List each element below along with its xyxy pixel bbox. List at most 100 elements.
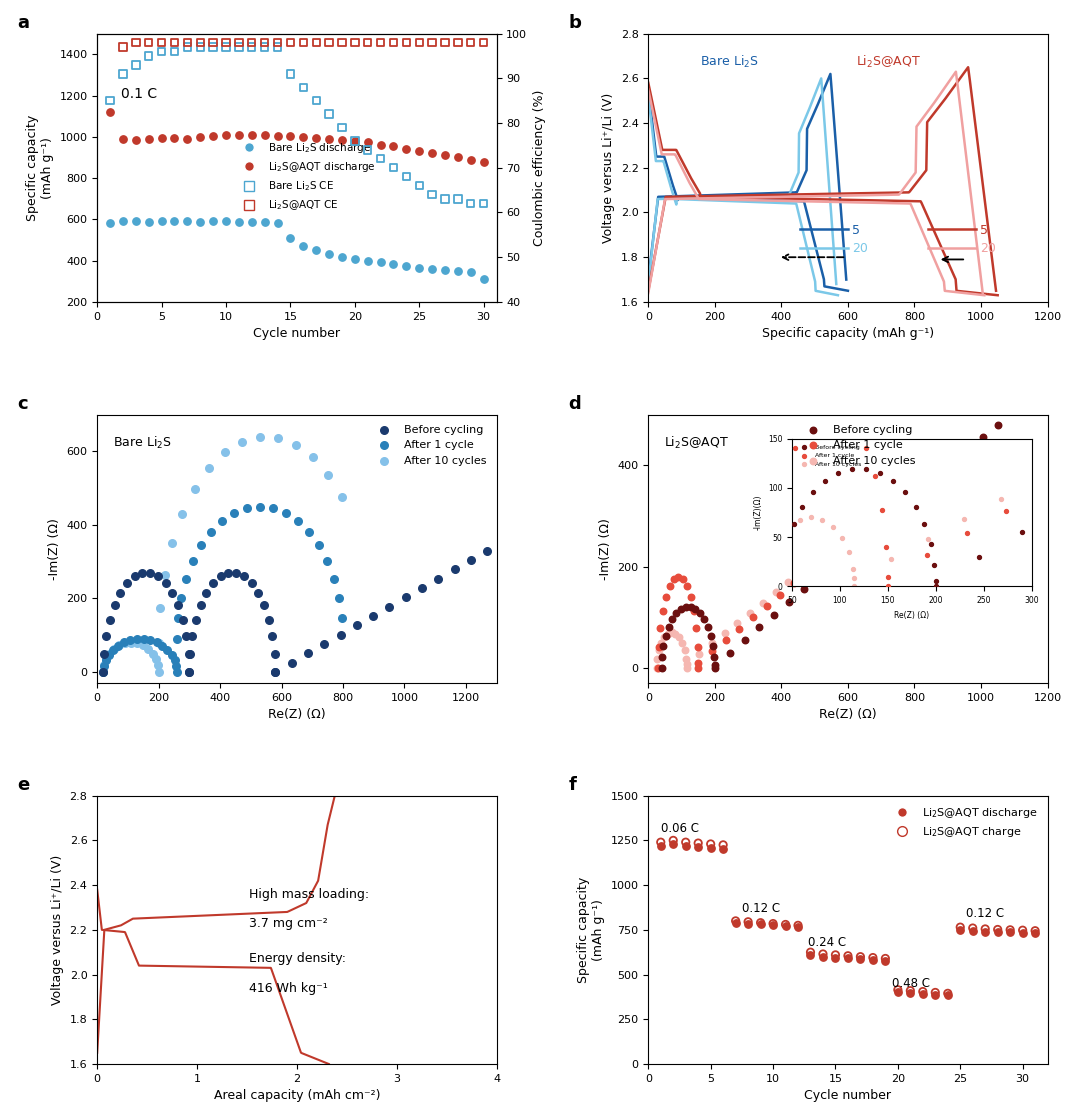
- After 1 cycle: [97, 651, 114, 669]
- Before cycling: [654, 637, 672, 655]
- Point: [951, 918, 969, 936]
- After 1 cycle: [265, 500, 282, 517]
- Point: [989, 923, 1007, 941]
- Point: [334, 131, 351, 149]
- Point: [191, 38, 208, 56]
- X-axis label: Re(Z) (Ω): Re(Z) (Ω): [268, 708, 326, 721]
- Text: Energy density:: Energy density:: [249, 952, 346, 965]
- Point: [269, 215, 286, 233]
- Y-axis label: Voltage versus Li⁺/Li (V): Voltage versus Li⁺/Li (V): [51, 855, 64, 1005]
- Before cycling: [915, 479, 932, 497]
- After 10 cycles: [122, 634, 139, 652]
- Y-axis label: Coulombic efficiency (%): Coulombic efficiency (%): [532, 90, 545, 246]
- Point: [191, 128, 208, 146]
- After 1 cycle: [703, 643, 720, 661]
- Before cycling: [256, 596, 273, 614]
- Point: [243, 34, 260, 52]
- Point: [295, 78, 312, 96]
- Point: [989, 921, 1007, 939]
- Before cycling: [687, 600, 704, 618]
- Point: [334, 34, 351, 52]
- Before cycling: [959, 441, 976, 459]
- Before cycling: [264, 627, 281, 645]
- After 10 cycles: [150, 634, 167, 652]
- After 10 cycles: [676, 641, 693, 659]
- Before cycling: [134, 564, 151, 582]
- Point: [127, 213, 145, 231]
- Point: [976, 920, 994, 937]
- Y-axis label: Specific capacity
(mAh g⁻¹): Specific capacity (mAh g⁻¹): [577, 877, 605, 983]
- Point: [839, 950, 856, 968]
- Point: [243, 213, 260, 231]
- After 1 cycle: [116, 634, 133, 652]
- After 1 cycle: [239, 500, 256, 517]
- Before cycling: [348, 616, 365, 634]
- Before cycling: [810, 568, 827, 586]
- Text: d: d: [568, 395, 581, 413]
- After 1 cycle: [109, 636, 126, 654]
- Point: [204, 127, 221, 144]
- Point: [140, 214, 158, 232]
- Point: [752, 915, 769, 933]
- Before cycling: [989, 416, 1007, 433]
- X-axis label: Re(Z) (Ω): Re(Z) (Ω): [819, 708, 877, 721]
- Point: [449, 190, 467, 208]
- Point: [140, 130, 158, 148]
- Before cycling: [657, 627, 674, 645]
- After 1 cycle: [168, 663, 186, 681]
- After 10 cycles: [200, 459, 217, 477]
- Point: [652, 833, 670, 851]
- Before cycling: [855, 530, 873, 548]
- Point: [308, 129, 325, 147]
- Before cycling: [930, 466, 947, 484]
- Point: [321, 34, 338, 52]
- Point: [423, 34, 441, 52]
- Text: b: b: [568, 15, 581, 32]
- Before cycling: [735, 631, 753, 648]
- X-axis label: Areal capacity (mAh cm⁻²): Areal capacity (mAh cm⁻²): [214, 1090, 380, 1102]
- Point: [127, 34, 145, 52]
- Before cycling: [721, 644, 739, 662]
- Before cycling: [683, 598, 700, 616]
- Before cycling: [840, 542, 858, 560]
- Before cycling: [696, 610, 713, 628]
- After 10 cycles: [856, 512, 874, 530]
- Point: [475, 195, 492, 213]
- Point: [449, 34, 467, 52]
- After 1 cycle: [689, 638, 706, 656]
- Before cycling: [149, 568, 166, 586]
- Point: [347, 34, 364, 52]
- Before cycling: [181, 645, 199, 663]
- After 10 cycles: [666, 625, 684, 643]
- Point: [839, 946, 856, 964]
- Point: [384, 254, 402, 272]
- After 1 cycle: [654, 601, 672, 619]
- Point: [269, 34, 286, 52]
- After 10 cycles: [690, 645, 707, 663]
- After 1 cycle: [744, 608, 761, 626]
- Text: 20: 20: [980, 242, 996, 255]
- After 1 cycle: [908, 473, 926, 491]
- After 1 cycle: [100, 645, 118, 663]
- Point: [689, 834, 706, 852]
- Point: [889, 981, 906, 999]
- Point: [740, 915, 757, 933]
- After 10 cycles: [305, 448, 322, 466]
- Point: [166, 34, 184, 52]
- Point: [740, 913, 757, 931]
- Point: [140, 47, 158, 65]
- After 10 cycles: [729, 614, 746, 632]
- Point: [334, 119, 351, 137]
- Point: [153, 34, 171, 52]
- After 10 cycles: [97, 651, 114, 669]
- After 10 cycles: [150, 663, 167, 681]
- Point: [347, 132, 364, 150]
- Before cycling: [332, 626, 349, 644]
- Point: [449, 262, 467, 280]
- Point: [166, 213, 184, 231]
- Point: [359, 141, 376, 159]
- Before cycling: [825, 556, 842, 573]
- Point: [864, 951, 881, 969]
- Point: [752, 914, 769, 932]
- Point: [321, 130, 338, 148]
